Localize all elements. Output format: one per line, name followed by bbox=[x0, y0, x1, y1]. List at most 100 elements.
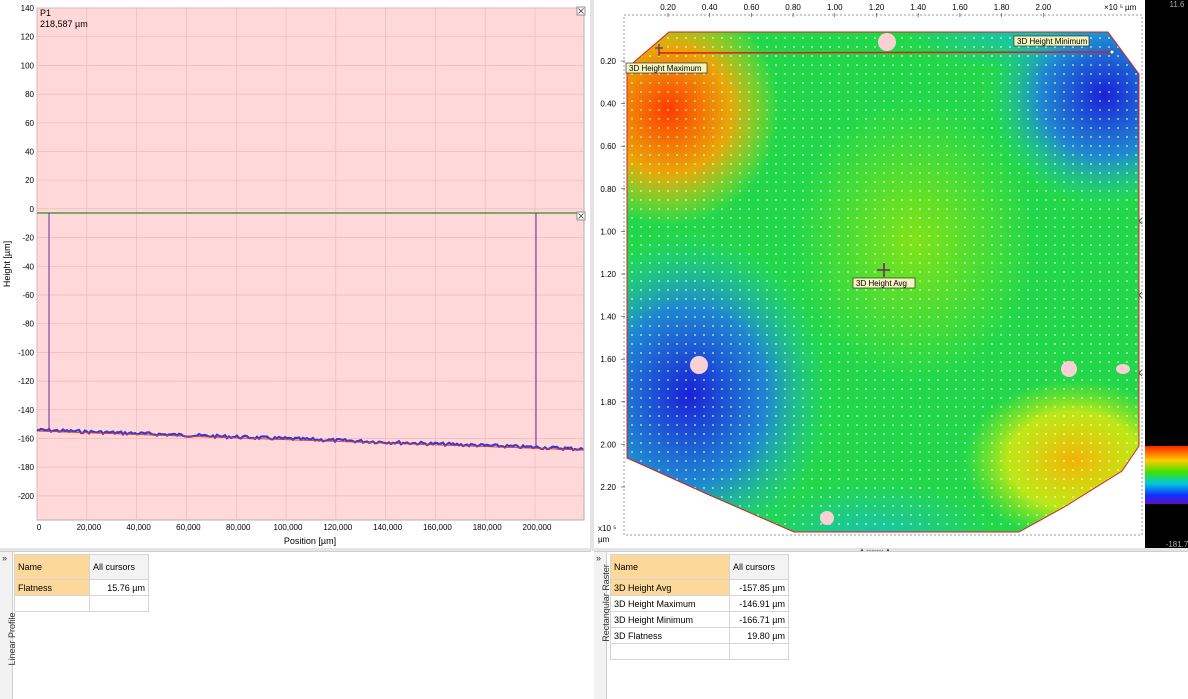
x-axis-multiplier: ×10 ⁵ bbox=[1104, 3, 1123, 12]
expand-chevron-icon[interactable]: » bbox=[596, 553, 602, 563]
table-header-row: Name All cursors bbox=[14, 554, 149, 580]
y-tick-label: 140 bbox=[21, 4, 35, 13]
x-tick-label: 180,000 bbox=[473, 523, 502, 532]
x-axis-ticks: 0 20,000 40,000 60,000 80,000 100,000 120,000 1… bbox=[37, 523, 552, 532]
chevron-left-icon[interactable] bbox=[1138, 291, 1143, 299]
max-marker[interactable] bbox=[655, 44, 663, 56]
result-value: -166.71 µm bbox=[729, 611, 789, 628]
x-tick-label: 1.40 bbox=[910, 3, 926, 12]
x-tick-label: 1.00 bbox=[827, 3, 843, 12]
y-tick-label: 1.40 bbox=[600, 313, 616, 322]
scale-max-value: 11.6 bbox=[1170, 0, 1186, 9]
x-tick-label: 100,000 bbox=[274, 523, 303, 532]
probe-hole bbox=[820, 511, 834, 525]
x-tick-label: 80,000 bbox=[226, 523, 251, 532]
splitter-grip-icon[interactable]: ▲ ·········· ▲ bbox=[858, 546, 892, 555]
all-cursors-column-header[interactable]: All cursors bbox=[89, 554, 149, 580]
y-tick-label: 100 bbox=[21, 61, 35, 70]
min-label-box bbox=[1013, 35, 1090, 47]
vertical-splitter[interactable] bbox=[590, 0, 594, 548]
table-row[interactable]: 3D Height Minimum -166.71 µm bbox=[610, 611, 789, 628]
x-axis-label: Position [µm] bbox=[284, 536, 336, 546]
rectangular-raster-tab[interactable]: » Rectangular Raster bbox=[594, 552, 611, 699]
x-tick-label: 40,000 bbox=[126, 523, 151, 532]
linear-profile-results-table: Name All cursors Flatness 15.76 µm bbox=[14, 554, 149, 612]
rectangular-raster-panel: 3D Height Maximum 3D Height Minimum 3D H… bbox=[594, 0, 1188, 549]
empty-cell bbox=[14, 595, 90, 612]
y-tick-label: -140 bbox=[18, 406, 35, 415]
x-tick-label: 2.00 bbox=[1036, 3, 1052, 12]
max-label-box bbox=[625, 62, 708, 74]
x-tick-label: 1.20 bbox=[869, 3, 885, 12]
scale-min-value: -181.7 bbox=[1166, 540, 1188, 548]
chevron-left-icon[interactable] bbox=[1138, 369, 1143, 377]
result-name: 3D Flatness bbox=[610, 627, 730, 644]
x-axis-ticks: 0.20 0.40 0.60 0.80 1.00 1.20 1.40 1.60 1.80 2.00 bbox=[660, 3, 1052, 17]
all-cursors-column-header[interactable]: All cursors bbox=[729, 554, 789, 580]
min-marker[interactable] bbox=[1109, 49, 1115, 55]
x-axis-unit: µm bbox=[1125, 3, 1137, 12]
avg-label: 3D Height Avg bbox=[856, 279, 907, 288]
height-map[interactable]: 3D Height Maximum 3D Height Minimum 3D H… bbox=[594, 0, 1188, 549]
y-axis-ticks: 140 120 100 80 60 40 20 0 -20 -40 -60 -80 -100 -120 -1… bbox=[18, 4, 35, 501]
name-column-header[interactable]: Name bbox=[14, 554, 90, 580]
chevron-left-icon[interactable] bbox=[1138, 217, 1143, 225]
x-tick-label: 160,000 bbox=[423, 523, 452, 532]
x-tick-label: 0 bbox=[37, 523, 42, 532]
y-axis-multiplier: x10 ⁵ bbox=[598, 524, 616, 533]
table-row[interactable]: Flatness 15.76 µm bbox=[14, 579, 149, 596]
x-tick-label: 60,000 bbox=[176, 523, 201, 532]
result-value: 19.80 µm bbox=[729, 627, 789, 644]
y-tick-label: 1.20 bbox=[600, 270, 616, 279]
wafer-height-surface bbox=[627, 32, 1139, 532]
y-tick-label: -180 bbox=[18, 463, 35, 472]
y-tick-label: 0.60 bbox=[600, 142, 616, 151]
expand-chevron-icon[interactable]: » bbox=[2, 553, 8, 563]
x-tick-label: 20,000 bbox=[77, 523, 102, 532]
y-tick-label: -60 bbox=[22, 291, 34, 300]
table-row[interactable] bbox=[14, 595, 149, 612]
empty-cell bbox=[89, 595, 149, 612]
linear-profile-tab[interactable]: » Linear Profile bbox=[0, 552, 17, 699]
close-icon[interactable] bbox=[576, 6, 586, 16]
y-tick-label: 2.20 bbox=[600, 483, 616, 492]
y-axis-label: Height [µm] bbox=[2, 241, 12, 287]
result-name: Flatness bbox=[14, 579, 90, 596]
min-label: 3D Height Minimum bbox=[1017, 37, 1088, 46]
y-tick-label: -120 bbox=[18, 377, 35, 386]
y-tick-label: -200 bbox=[18, 492, 35, 501]
linear-profile-chart[interactable]: 140 120 100 80 60 40 20 0 -20 -40 -60 -80 -100 -120 -1… bbox=[0, 0, 590, 548]
plot-area[interactable] bbox=[36, 7, 585, 521]
probe-hole bbox=[878, 33, 896, 51]
horizontal-splitter[interactable] bbox=[0, 548, 1188, 551]
y-tick-label: 2.00 bbox=[600, 440, 616, 449]
y-tick-label: 0.80 bbox=[600, 185, 616, 194]
x-tick-label: 140,000 bbox=[373, 523, 402, 532]
table-row[interactable] bbox=[610, 643, 789, 660]
color-scale-gradient bbox=[1145, 446, 1188, 504]
table-row[interactable]: 3D Height Maximum -146.91 µm bbox=[610, 595, 789, 612]
x-tick-label: 0.20 bbox=[660, 3, 676, 12]
result-name: 3D Height Avg bbox=[610, 579, 730, 596]
probe-hole bbox=[690, 356, 708, 374]
y-tick-label: 0 bbox=[30, 205, 35, 214]
y-tick-label: 1.60 bbox=[600, 355, 616, 364]
y-tick-label: -100 bbox=[18, 348, 35, 357]
close-icon[interactable] bbox=[576, 211, 586, 221]
x-tick-label: 0.80 bbox=[785, 3, 801, 12]
y-tick-label: -40 bbox=[22, 262, 34, 271]
result-value: 15.76 µm bbox=[89, 579, 149, 596]
linear-profile-results-panel: » Linear Profile Name All cursors Flatne… bbox=[0, 551, 591, 699]
y-axis-unit: µm bbox=[598, 535, 610, 544]
avg-marker[interactable] bbox=[877, 263, 890, 277]
table-row[interactable]: 3D Flatness 19.80 µm bbox=[610, 627, 789, 644]
table-row[interactable]: 3D Height Avg -157.85 µm bbox=[610, 579, 789, 596]
result-name: 3D Height Minimum bbox=[610, 611, 730, 628]
name-column-header[interactable]: Name bbox=[610, 554, 730, 580]
x-tick-label: 120,000 bbox=[323, 523, 352, 532]
y-tick-label: -20 bbox=[22, 234, 34, 243]
max-min-connector-line[interactable] bbox=[658, 51, 1113, 54]
empty-cell bbox=[610, 643, 730, 660]
x-tick-label: 1.80 bbox=[994, 3, 1010, 12]
probe-hole bbox=[1116, 364, 1130, 374]
